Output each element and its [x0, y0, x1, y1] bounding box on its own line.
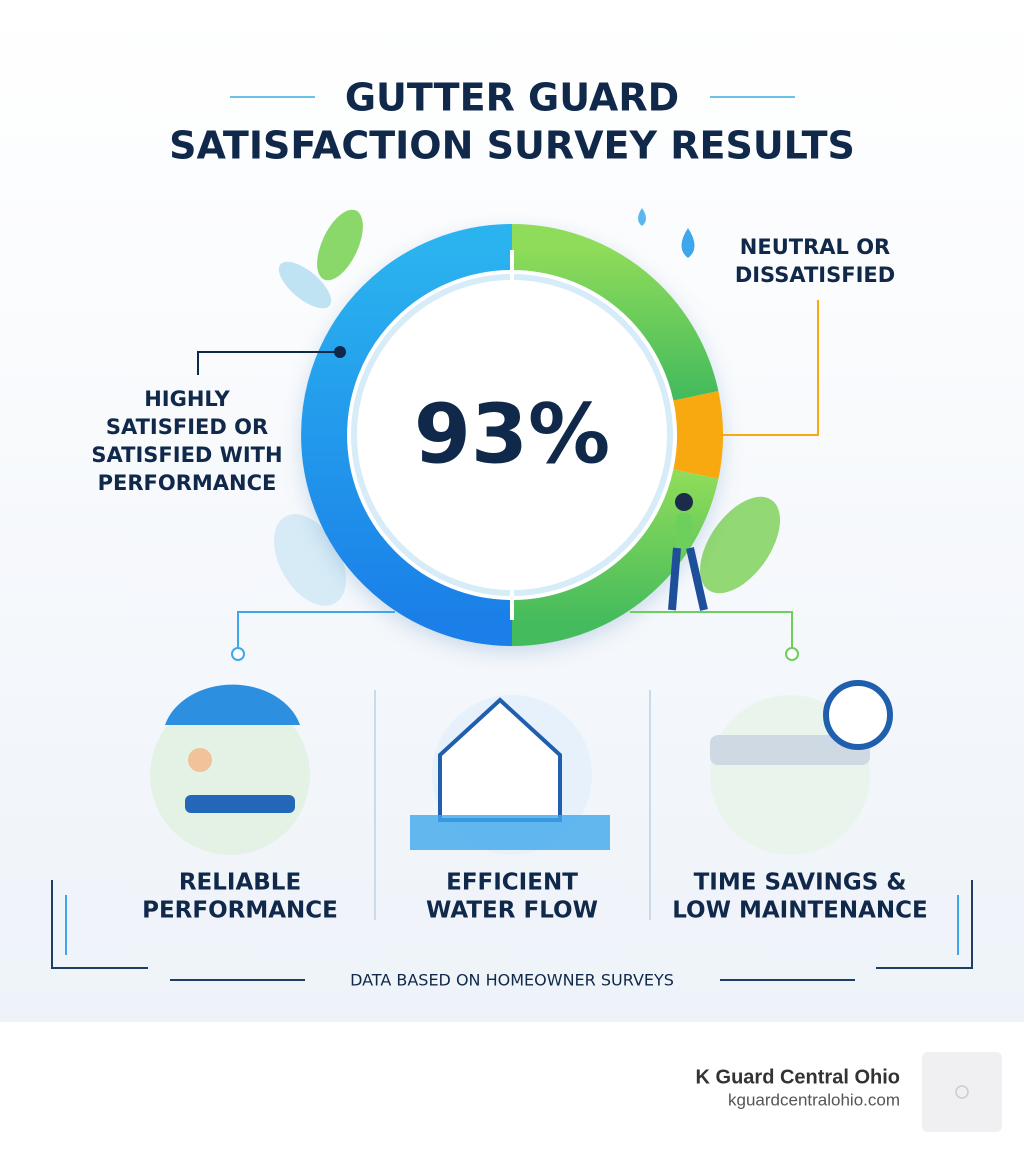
leaf [278, 261, 332, 309]
callout-dot [334, 346, 346, 358]
connector [630, 611, 793, 648]
brand-logo [955, 1085, 969, 1099]
brand-name: K Guard Central Ohio [696, 1066, 900, 1088]
feature-label: EFFICIENT [446, 870, 578, 896]
left-label: SATISFIED OR [106, 415, 268, 439]
left-label: PERFORMANCE [98, 471, 277, 495]
center-value: 93% [414, 387, 610, 482]
feature-icon [823, 680, 893, 750]
brand-url: kguardcentralohio.com [728, 1090, 900, 1109]
callout-line [197, 351, 340, 375]
right-label: DISSATISFIED [735, 263, 895, 287]
feature-icon [185, 795, 295, 813]
donut-segment [301, 224, 513, 646]
frame [51, 880, 148, 969]
title: SATISFACTION SURVEY RESULTS [169, 124, 855, 168]
feature-icon [150, 695, 310, 855]
footnote: DATA BASED ON HOMEOWNER SURVEYS [350, 971, 674, 990]
donut-segment [511, 224, 719, 402]
feature-icon [188, 748, 212, 772]
frame [876, 880, 973, 969]
drop [681, 228, 695, 258]
left-label: SATISFIED WITH [91, 443, 282, 467]
feature-label: WATER FLOW [426, 898, 598, 924]
leaf [700, 496, 780, 594]
feature-label: PERFORMANCE [142, 898, 338, 924]
left-label: HIGHLY [144, 387, 230, 411]
feature-label: TIME SAVINGS & [694, 870, 907, 896]
person [675, 493, 693, 511]
callout-line [720, 300, 819, 436]
right-label: NEUTRAL OR [740, 235, 890, 259]
feature-label: RELIABLE [179, 870, 301, 896]
feature-icon [438, 697, 562, 822]
feature-icon [710, 735, 870, 765]
feature-icon [165, 684, 300, 725]
person [668, 547, 708, 611]
connector-dot [231, 647, 245, 661]
leaf [317, 209, 363, 281]
drop [638, 208, 646, 226]
connector [237, 611, 395, 648]
feature-label: LOW MAINTENANCE [672, 898, 928, 924]
feature-icon [410, 815, 610, 850]
donut-segment [673, 391, 723, 479]
brand-logo [922, 1052, 1002, 1132]
person [676, 513, 692, 549]
connector-dot [785, 647, 799, 661]
title: GUTTER GUARD [345, 76, 679, 120]
